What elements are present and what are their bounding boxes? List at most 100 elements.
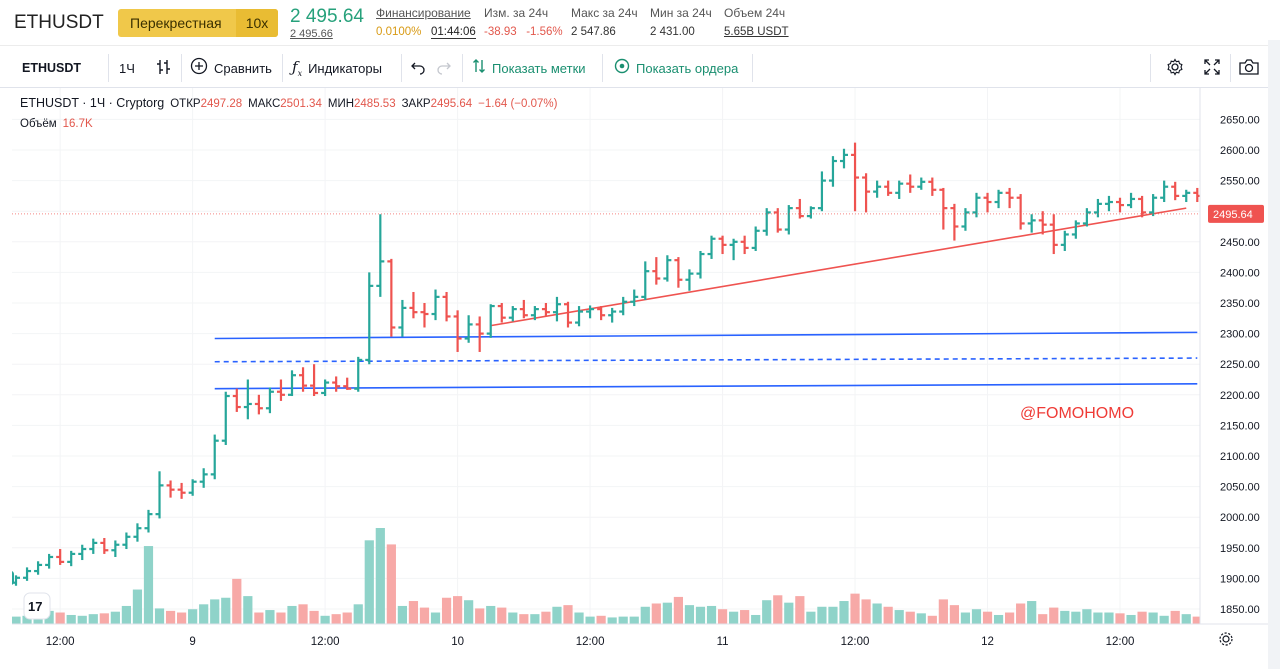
redo-button[interactable] (436, 48, 452, 88)
funding-rate: 0.0100% (376, 26, 422, 38)
volume-bar (408, 601, 419, 624)
volume-bar (1005, 612, 1015, 624)
candle (365, 272, 374, 365)
volume-bar (1137, 611, 1147, 624)
support-level-line[interactable] (214, 357, 1198, 363)
candle (906, 174, 915, 193)
show-marks-button[interactable]: Показать метки (472, 48, 586, 88)
time-tick-label: 9 (189, 636, 195, 648)
candle (122, 532, 131, 550)
volume-bar (751, 614, 761, 624)
funding-countdown: 01:44:06 (431, 26, 476, 39)
fullscreen-button[interactable] (1202, 48, 1222, 88)
undo-icon (410, 59, 426, 78)
candle (1027, 214, 1036, 233)
drawn-trendlines[interactable]: @FOMOHOMO 17 (23, 207, 1198, 620)
candle (663, 255, 672, 282)
volume-bar (77, 615, 87, 624)
show-orders-button[interactable]: Показать ордера (614, 48, 738, 88)
symbol-search-button[interactable]: ETHUSDT (22, 61, 82, 75)
candle (1104, 195, 1113, 212)
volume-bar (44, 610, 54, 624)
candle (188, 479, 197, 496)
mark-price: 2 495.66 (290, 28, 333, 40)
support-level-line[interactable] (214, 331, 1198, 340)
candle (464, 315, 473, 343)
volume-bar (265, 610, 275, 624)
series-legend: ETHUSDT · 1Ч · Cryptorg ОТКР 2497.28 МАКС… (20, 96, 557, 110)
volume-bar (1038, 614, 1048, 624)
support-level-line[interactable] (214, 382, 1198, 390)
price-tick-label: 2100.00 (1220, 451, 1260, 463)
volume-bar (88, 614, 98, 624)
volume-bars (11, 528, 1224, 624)
funding-label: Финансирование (376, 6, 471, 20)
candle (983, 192, 992, 213)
volume-bar (375, 528, 385, 624)
volume-bar (199, 604, 209, 624)
volume-bar (221, 597, 231, 624)
candle (221, 391, 230, 445)
candle (619, 296, 628, 316)
volume-bar (850, 593, 860, 624)
volume-bar (1016, 603, 1026, 624)
grid-lines (12, 88, 1200, 624)
volume-bar (563, 605, 573, 624)
volume-bar (960, 612, 971, 624)
bar-style-button[interactable] (155, 48, 173, 88)
indicators-label: Индикаторы (308, 60, 382, 76)
candle (111, 540, 120, 557)
indicators-button[interactable]: ƒx Индикаторы (292, 48, 382, 88)
volume-stat: Объем 24ч 5.65B USDT (724, 6, 789, 38)
undo-button[interactable] (410, 48, 426, 88)
volume-bar (1093, 612, 1103, 624)
candle (1116, 197, 1124, 213)
volume-bar (894, 610, 904, 624)
time-tick-label: 12:00 (841, 636, 870, 648)
candle (729, 238, 738, 261)
interval-button[interactable]: 1Ч (119, 60, 135, 76)
volume-bar (629, 616, 639, 624)
rising-trendline[interactable] (490, 207, 1187, 327)
volume-bar (640, 606, 650, 624)
volume-bar (993, 614, 1004, 624)
candle (994, 189, 1003, 209)
candle (243, 379, 252, 420)
volume-bar (33, 616, 43, 624)
compare-button[interactable]: Сравнить (190, 48, 272, 88)
candle (155, 471, 164, 519)
volume-bar (243, 596, 253, 624)
candle (199, 468, 208, 488)
market-symbol[interactable]: ETHUSDT (14, 12, 104, 33)
volume-bar (883, 606, 893, 624)
screenshot-button[interactable] (1238, 48, 1260, 88)
volume-legend-label: Объём (20, 118, 57, 130)
price-axis[interactable]: 1850.00 1900.00 1950.00 2000.00 2050.00 2100.… (0, 88, 1268, 669)
time-axis[interactable]: 12:00 9 12:00 10 12:00 11 12:00 12 12:00 (12, 623, 1268, 669)
settings-button[interactable] (1165, 48, 1185, 88)
price-chart[interactable]: @FOMOHOMO 17 1850.00 1900.00 1950.00 2000.00… (0, 88, 1268, 669)
volume-bar (552, 606, 562, 624)
candle (806, 206, 815, 219)
volume-bar (165, 610, 176, 624)
margin-mode-label: Перекрестная (130, 15, 222, 31)
candle (740, 235, 749, 255)
volume-bar (1060, 610, 1070, 624)
volume-bar (916, 613, 926, 624)
time-tick-label: 12:00 (311, 636, 340, 648)
plus-circle-icon (190, 57, 208, 79)
volume-bar (453, 596, 463, 624)
compare-label: Сравнить (214, 60, 272, 76)
volume-bar (519, 614, 529, 624)
volume-legend: Объём 16.7K (20, 118, 93, 130)
chart-canvas[interactable]: @FOMOHOMO 17 1850.00 1900.00 1950.00 2000.00… (0, 88, 1268, 669)
margin-mode-toggle[interactable]: Перекрестная 10x (118, 9, 278, 37)
candle (718, 235, 727, 255)
candle (354, 356, 363, 392)
leverage-label[interactable]: 10x (236, 9, 278, 37)
volume-bar (1159, 615, 1169, 624)
candle (166, 480, 175, 498)
candle (310, 364, 319, 397)
candle (1182, 189, 1191, 203)
market-header: ETHUSDT Перекрестная 10x 2 495.64 2 495.… (0, 0, 1280, 46)
